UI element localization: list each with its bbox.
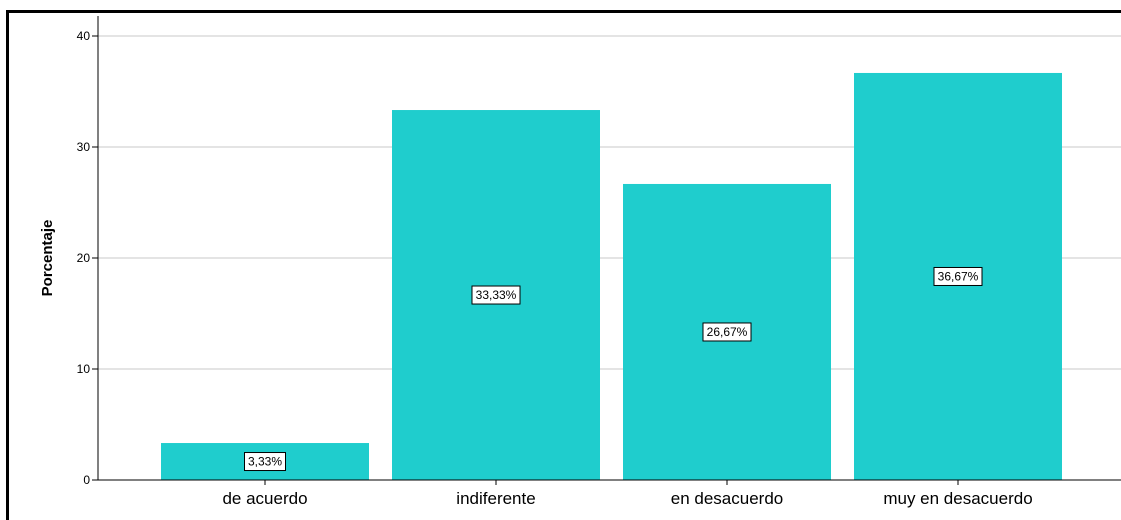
data-label-box xyxy=(933,266,983,286)
y-tick-label: 20 xyxy=(77,251,91,265)
y-tick-label: 40 xyxy=(77,29,91,43)
axis-layer: 0 10 20 30 40 de acuerdo indiferente en desacue… xyxy=(77,16,1121,508)
x-tick-label: muy en desacuerdo xyxy=(883,489,1032,508)
data-label: 26,67% xyxy=(702,322,752,342)
label-layer: 3,33% 33,33% 26,67% 36,67% xyxy=(244,266,983,472)
data-label: 3,33% xyxy=(244,452,286,472)
data-label-box xyxy=(244,452,286,472)
data-label-text: 36,67% xyxy=(938,269,979,283)
y-axis-label: Porcentaje xyxy=(39,220,56,297)
x-tick-label: indiferente xyxy=(456,489,535,508)
data-label-box xyxy=(471,285,521,305)
data-label: 33,33% xyxy=(471,285,521,305)
x-tick-label: en desacuerdo xyxy=(671,489,783,508)
y-tick-label: 10 xyxy=(77,362,91,376)
y-tick-label: 30 xyxy=(77,140,91,154)
data-label-box xyxy=(702,322,752,342)
data-label-text: 33,33% xyxy=(476,288,517,302)
chart-frame xyxy=(6,10,1121,520)
bar-layer xyxy=(161,72,1062,481)
data-label: 36,67% xyxy=(933,266,983,286)
data-label-text: 3,33% xyxy=(248,455,282,469)
y-tick-label: 0 xyxy=(83,473,90,487)
x-tick-label: de acuerdo xyxy=(222,489,307,508)
data-label-text: 26,67% xyxy=(707,325,748,339)
